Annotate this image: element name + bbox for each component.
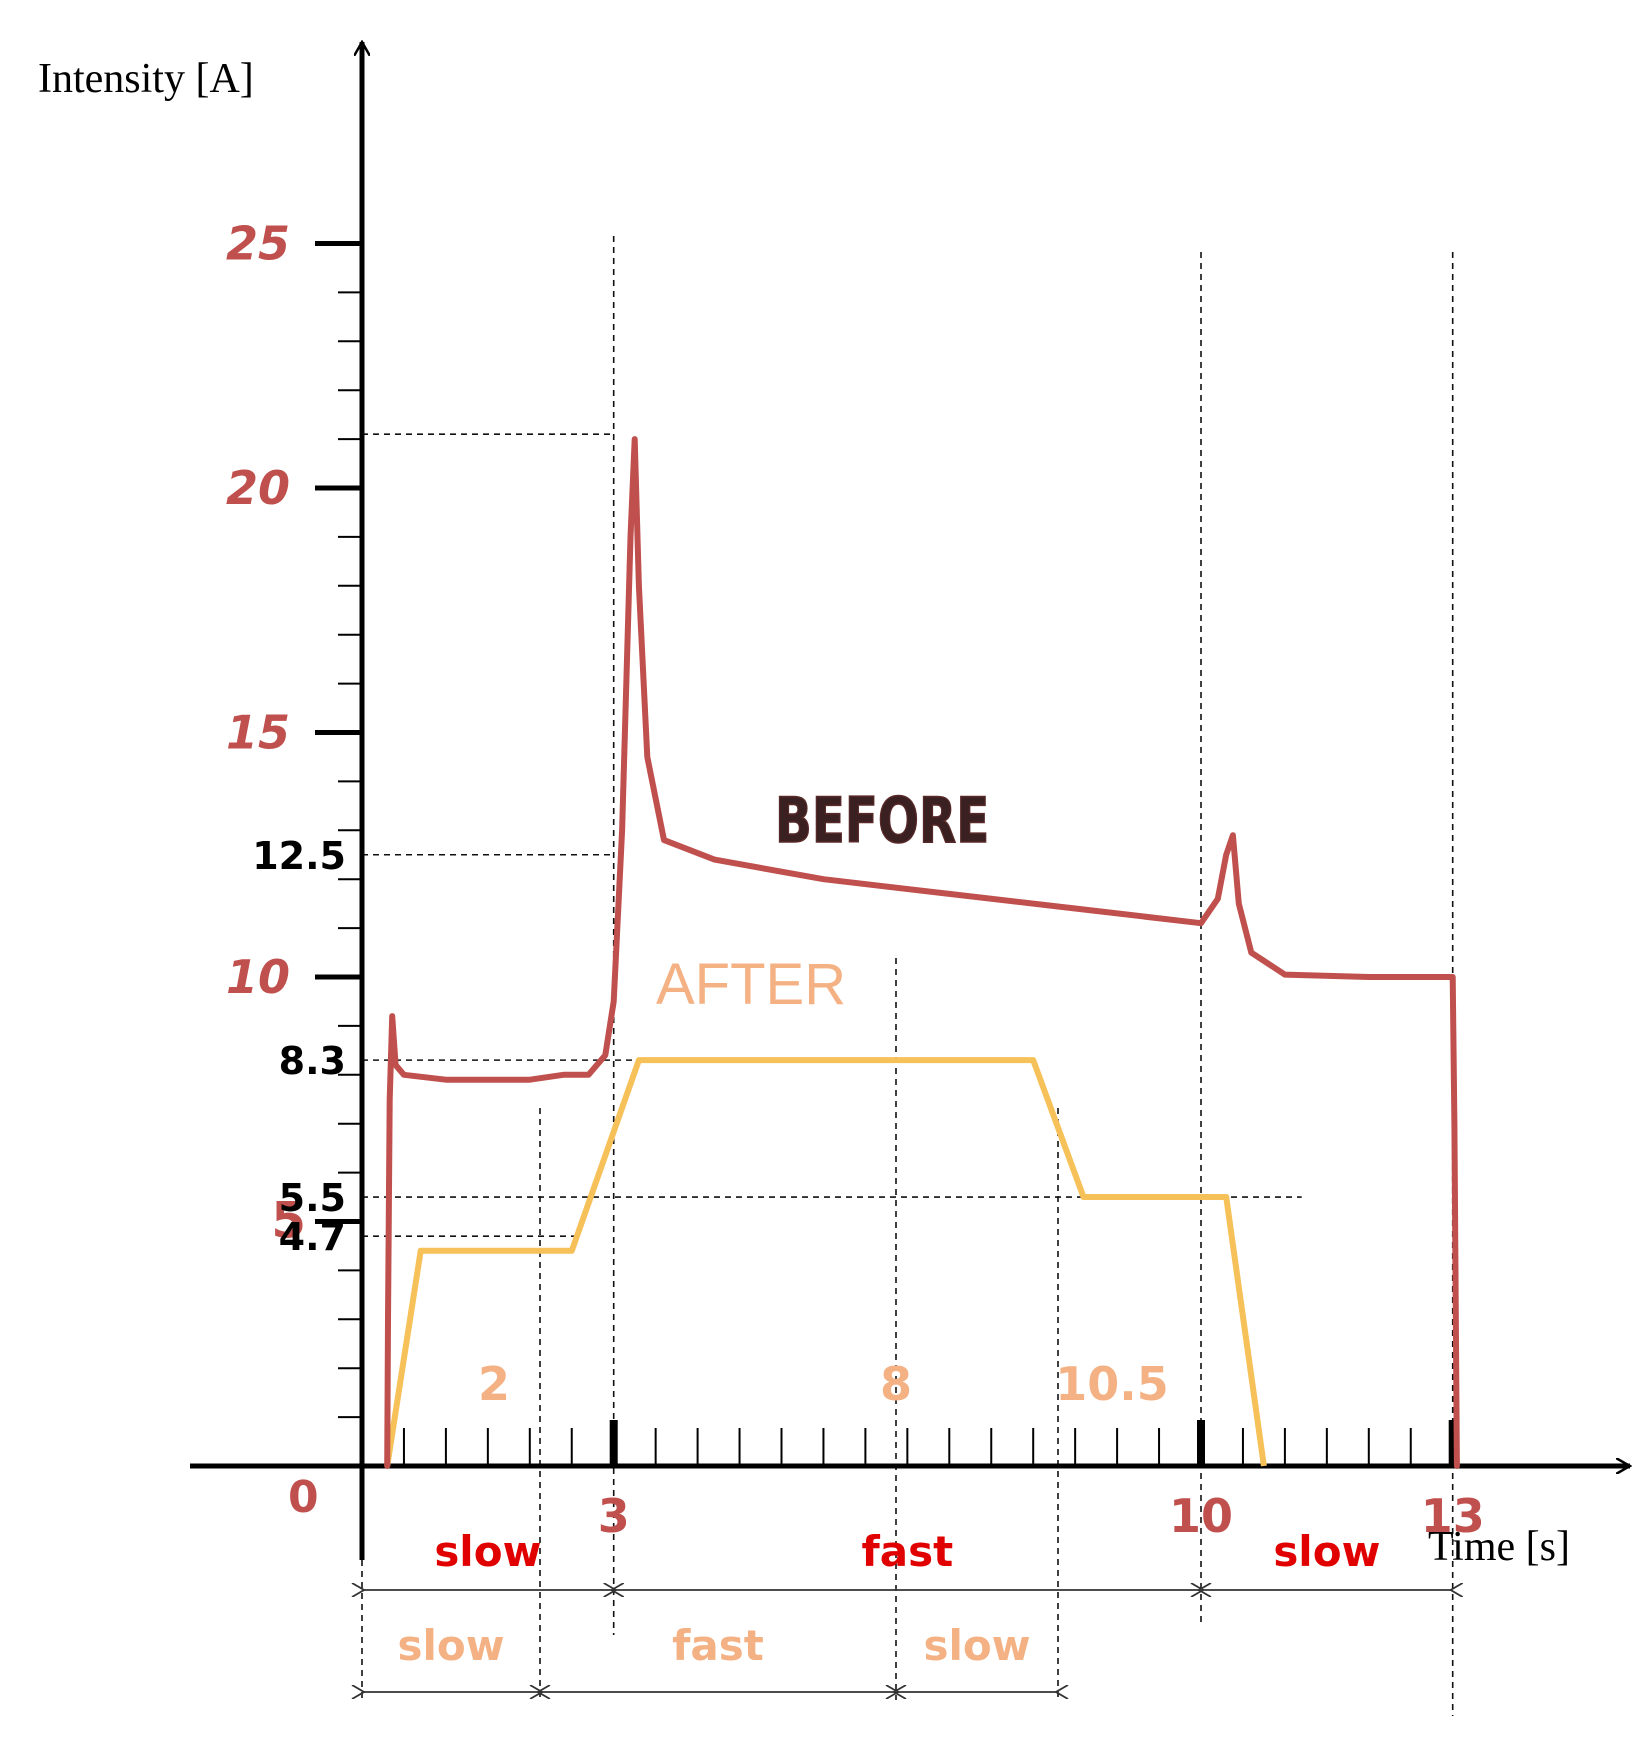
y-axis-label: Intensity [A] — [38, 56, 254, 102]
x-tick-label-after: 2 — [478, 1357, 510, 1411]
origin-label: 0 — [288, 1472, 319, 1523]
phase-segment-label: slow — [434, 1527, 541, 1576]
y-extra-tick-label: 5.5 — [279, 1176, 346, 1220]
phase-segment-label: slow — [1273, 1527, 1380, 1576]
y-tick-label: 15 — [226, 706, 290, 760]
phase-segment-label: slow — [397, 1621, 504, 1670]
y-tick-label: 25 — [226, 217, 290, 271]
x-tick-label-before: 10 — [1169, 1489, 1233, 1543]
x-tick-label-before: 13 — [1421, 1489, 1485, 1543]
x-tick-label-before: 3 — [598, 1489, 630, 1543]
phase-segment-label: slow — [923, 1621, 1030, 1670]
y-extra-tick-label: 12.5 — [252, 834, 346, 878]
y-extra-tick-label: 8.3 — [279, 1039, 346, 1083]
phase-segments: slow fast slow slow fast slow — [364, 1527, 1451, 1692]
labels: Intensity [A] Time [s] 0 BEFORE AFTER — [38, 56, 1570, 1570]
series — [384, 436, 1460, 1469]
axes — [190, 42, 1630, 1560]
y-extra-tick-label: 4.7 — [279, 1215, 346, 1259]
y-tick-label: 5 — [271, 1192, 306, 1250]
x-tick-label-after: 10.5 — [1055, 1357, 1169, 1411]
x-axis-label: Time [s] — [1428, 1524, 1570, 1570]
after-series-label: AFTER — [656, 952, 846, 1017]
phase-segment-label: fast — [672, 1621, 764, 1670]
phase-segment-label: fast — [861, 1527, 953, 1576]
after-series-line — [384, 1057, 1267, 1467]
before-series-line — [384, 436, 1460, 1469]
before-series-label: BEFORE — [775, 785, 989, 857]
y-tick-label: 10 — [226, 950, 290, 1004]
tick-marks: 25 20 15 10 5 12.5 8.3 5.54.7 3 10 13 2 8 10.5 — [226, 217, 1485, 1544]
x-tick-label-after: 8 — [880, 1357, 912, 1411]
y-tick-label: 20 — [226, 461, 290, 515]
